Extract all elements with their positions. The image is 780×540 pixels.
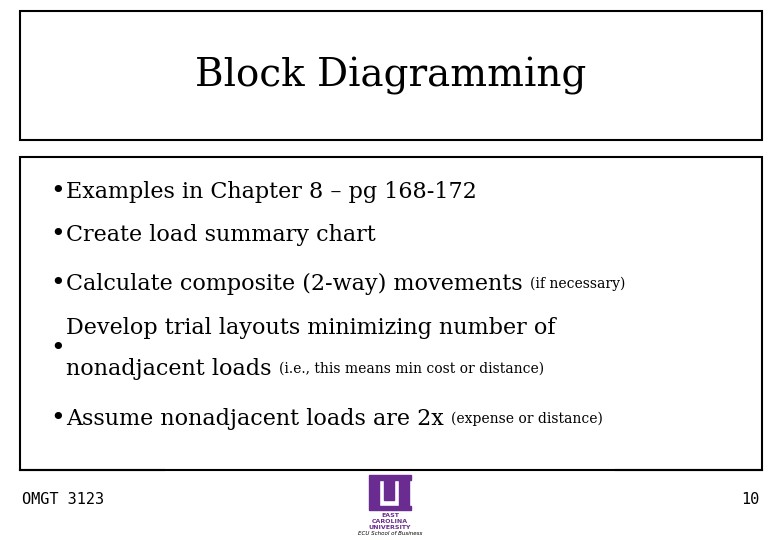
Text: •: • [51, 224, 66, 246]
Text: (expense or distance): (expense or distance) [451, 411, 603, 426]
Bar [368, 475, 411, 480]
Text: (if necessary): (if necessary) [530, 276, 626, 291]
Bar [368, 480, 378, 506]
Bar [20, 157, 762, 470]
Text: Develop trial layouts minimizing number of: Develop trial layouts minimizing number … [66, 317, 556, 339]
Text: ECU School of Business: ECU School of Business [358, 531, 422, 536]
Text: Block Diagramming: Block Diagramming [195, 57, 587, 94]
Text: Create load summary chart: Create load summary chart [66, 224, 376, 246]
Bar [399, 480, 409, 506]
Text: •: • [51, 180, 66, 203]
Text: •: • [51, 272, 66, 295]
Bar [384, 480, 394, 500]
Text: EAST
CAROLINA
UNIVERSITY: EAST CAROLINA UNIVERSITY [369, 513, 411, 530]
Text: Calculate composite (2-way) movements: Calculate composite (2-way) movements [66, 273, 530, 294]
Text: •: • [51, 407, 66, 430]
Text: Assume nonadjacent loads are 2x: Assume nonadjacent loads are 2x [66, 408, 451, 429]
Text: •: • [51, 337, 66, 360]
Bar [368, 506, 411, 510]
Text: Examples in Chapter 8 – pg 168-172: Examples in Chapter 8 – pg 168-172 [66, 181, 477, 202]
Text: nonadjacent loads: nonadjacent loads [66, 358, 279, 380]
Text: (i.e., this means min cost or distance): (i.e., this means min cost or distance) [279, 362, 544, 376]
Text: OMGT 3123: OMGT 3123 [22, 492, 104, 507]
Bar [20, 11, 762, 140]
Text: 10: 10 [742, 492, 760, 507]
